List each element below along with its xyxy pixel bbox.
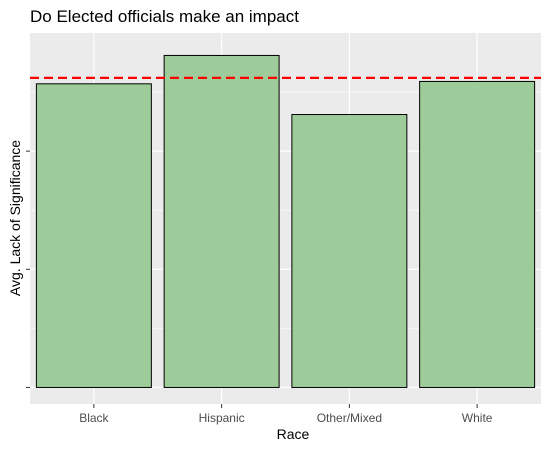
x-tick-label: Black <box>79 411 109 425</box>
x-axis-title: Race <box>277 426 310 442</box>
bar-other-mixed <box>291 114 408 388</box>
bar-black <box>35 83 152 388</box>
y-axis-title: Avg. Lack of Significance <box>7 140 23 296</box>
bar-white <box>419 80 536 388</box>
y-axis-ticks <box>26 150 30 388</box>
bars-group <box>35 54 536 388</box>
x-tick-label: White <box>462 411 493 425</box>
x-tick-label: Hispanic <box>199 411 245 425</box>
chart-title: Do Elected officials make an impact <box>30 7 299 26</box>
x-axis-ticks: Black Hispanic Other/Mixed White <box>79 404 493 425</box>
bar-hispanic <box>163 54 280 388</box>
x-tick-label: Other/Mixed <box>317 411 382 425</box>
